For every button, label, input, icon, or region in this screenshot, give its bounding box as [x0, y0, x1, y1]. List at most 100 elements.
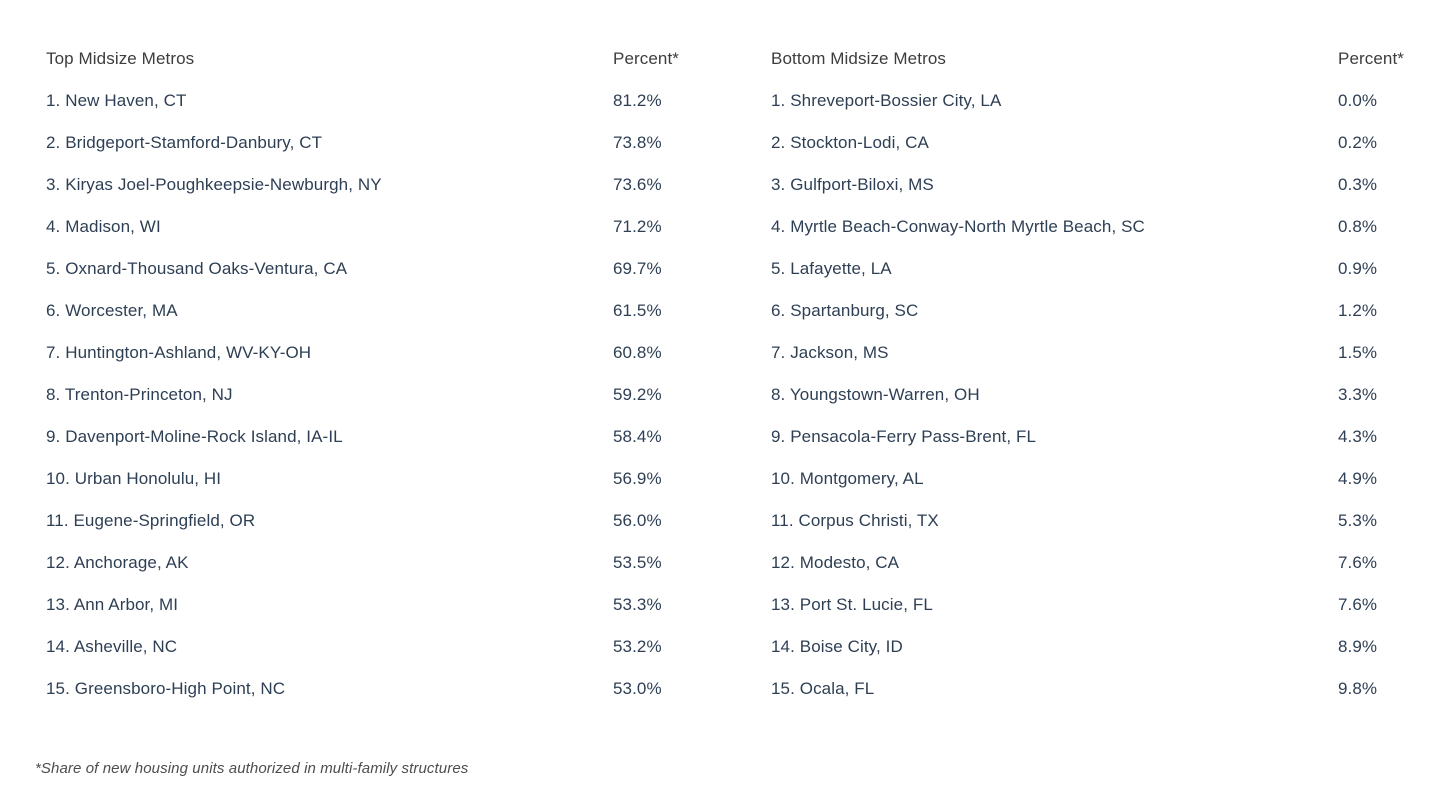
footnote: *Share of new housing units authorized i…	[35, 760, 469, 777]
metro-name: 13. Port St. Lucie, FL	[771, 595, 933, 614]
table-row: 5. Lafayette, LA 0.9%	[771, 248, 1419, 290]
metro-name: 9. Pensacola-Ferry Pass-Brent, FL	[771, 427, 1037, 446]
metro-name: 5. Lafayette, LA	[771, 259, 892, 278]
table-row: 4. Madison, WI 71.2%	[46, 206, 694, 248]
metro-name: 8. Youngstown-Warren, OH	[771, 385, 980, 404]
table-row: 14. Boise City, ID 8.9%	[771, 626, 1419, 668]
percent-value: 59.2%	[613, 385, 662, 404]
table-row: 6. Spartanburg, SC 1.2%	[771, 290, 1419, 332]
percent-value: 71.2%	[613, 217, 662, 236]
table-row: 9. Pensacola-Ferry Pass-Brent, FL 4.3%	[771, 416, 1419, 458]
percent-value: 56.9%	[613, 469, 662, 488]
metro-name: 10. Urban Honolulu, HI	[46, 469, 222, 488]
percent-value: 4.3%	[1338, 427, 1378, 446]
table-row: 15. Greensboro-High Point, NC 53.0%	[46, 668, 694, 710]
percent-value: 53.0%	[613, 679, 662, 698]
metro-name: 4. Madison, WI	[46, 217, 161, 236]
metro-name: 11. Corpus Christi, TX	[771, 511, 939, 530]
metro-name: 4. Myrtle Beach-Conway-North Myrtle Beac…	[771, 217, 1145, 236]
percent-value: 4.9%	[1338, 469, 1378, 488]
percent-value: 60.8%	[613, 343, 662, 362]
table-row: 3. Kiryas Joel-Poughkeepsie-Newburgh, NY…	[46, 164, 694, 206]
table-row: 2. Bridgeport-Stamford-Danbury, CT 73.8%	[46, 122, 694, 164]
metro-name: 15. Greensboro-High Point, NC	[46, 679, 286, 698]
metro-name: 6. Worcester, MA	[46, 301, 178, 320]
top-metros-body: 1. New Haven, CT 81.2% 2. Bridgeport-Stamf…	[46, 80, 694, 710]
percent-value: 53.2%	[613, 637, 662, 656]
percent-value: 8.9%	[1338, 637, 1378, 656]
table-row: 6. Worcester, MA 61.5%	[46, 290, 694, 332]
percent-value: 0.0%	[1338, 91, 1378, 110]
metro-name: 1. Shreveport-Bossier City, LA	[771, 91, 1002, 110]
percent-header: Percent*	[613, 49, 680, 68]
table-row: 4. Myrtle Beach-Conway-North Myrtle Beac…	[771, 206, 1419, 248]
metro-name: 6. Spartanburg, SC	[771, 301, 919, 320]
bottom-metros-table: Bottom Midsize Metros Percent* 1. Shreve…	[771, 38, 1419, 710]
top-metros-table: Top Midsize Metros Percent* 1. New Haven…	[46, 38, 694, 710]
bottom-metros-body: 1. Shreveport-Bossier City, LA 0.0% 2. Sto…	[771, 80, 1419, 710]
percent-value: 0.8%	[1338, 217, 1378, 236]
percent-value: 73.6%	[613, 175, 662, 194]
percent-value: 0.3%	[1338, 175, 1378, 194]
table-row: 9. Davenport-Moline-Rock Island, IA-IL 58…	[46, 416, 694, 458]
table-row: 8. Youngstown-Warren, OH 3.3%	[771, 374, 1419, 416]
bottom-metros-header: Bottom Midsize Metros	[771, 49, 946, 68]
metro-name: 3. Kiryas Joel-Poughkeepsie-Newburgh, NY	[46, 175, 382, 194]
table-row: 12. Modesto, CA 7.6%	[771, 542, 1419, 584]
table-row: 10. Montgomery, AL 4.9%	[771, 458, 1419, 500]
table-row: 2. Stockton-Lodi, CA 0.2%	[771, 122, 1419, 164]
table-row: 15. Ocala, FL 9.8%	[771, 668, 1419, 710]
percent-value: 73.8%	[613, 133, 662, 152]
metro-name: 11. Eugene-Springfield, OR	[46, 511, 256, 530]
metro-name: 14. Asheville, NC	[46, 637, 178, 656]
percent-value: 1.2%	[1338, 301, 1378, 320]
table-row: 11. Eugene-Springfield, OR 56.0%	[46, 500, 694, 542]
percent-value: 53.3%	[613, 595, 662, 614]
percent-value: 7.6%	[1338, 595, 1378, 614]
metro-name: 5. Oxnard-Thousand Oaks-Ventura, CA	[46, 259, 348, 278]
metro-name: 2. Bridgeport-Stamford-Danbury, CT	[46, 133, 323, 152]
percent-header: Percent*	[1338, 49, 1405, 68]
table-row: 3. Gulfport-Biloxi, MS 0.3%	[771, 164, 1419, 206]
metro-name: 12. Modesto, CA	[771, 553, 900, 572]
table-row: 10. Urban Honolulu, HI 56.9%	[46, 458, 694, 500]
percent-value: 56.0%	[613, 511, 662, 530]
table-row: 1. New Haven, CT 81.2%	[46, 80, 694, 122]
percent-value: 53.5%	[613, 553, 662, 572]
table-row: 7. Jackson, MS 1.5%	[771, 332, 1419, 374]
percent-value: 69.7%	[613, 259, 662, 278]
table-row: 13. Port St. Lucie, FL 7.6%	[771, 584, 1419, 626]
percent-value: 0.2%	[1338, 133, 1378, 152]
metro-name: 3. Gulfport-Biloxi, MS	[771, 175, 934, 194]
percent-value: 9.8%	[1338, 679, 1378, 698]
percent-value: 3.3%	[1338, 385, 1378, 404]
table-row: 13. Ann Arbor, MI 53.3%	[46, 584, 694, 626]
percent-value: 81.2%	[613, 91, 662, 110]
percent-value: 7.6%	[1338, 553, 1378, 572]
table-row: 11. Corpus Christi, TX 5.3%	[771, 500, 1419, 542]
percent-value: 1.5%	[1338, 343, 1378, 362]
table-row: 14. Asheville, NC 53.2%	[46, 626, 694, 668]
table-header-row: Bottom Midsize Metros Percent*	[771, 38, 1419, 80]
table-row: 12. Anchorage, AK 53.5%	[46, 542, 694, 584]
table-row: 7. Huntington-Ashland, WV-KY-OH 60.8%	[46, 332, 694, 374]
percent-value: 58.4%	[613, 427, 662, 446]
percent-value: 5.3%	[1338, 511, 1378, 530]
table-row: 1. Shreveport-Bossier City, LA 0.0%	[771, 80, 1419, 122]
percent-value: 61.5%	[613, 301, 662, 320]
metro-name: 14. Boise City, ID	[771, 637, 903, 656]
table-row: 8. Trenton-Princeton, NJ 59.2%	[46, 374, 694, 416]
metro-name: 8. Trenton-Princeton, NJ	[46, 385, 233, 404]
metro-name: 13. Ann Arbor, MI	[46, 595, 179, 614]
metro-name: 2. Stockton-Lodi, CA	[771, 133, 929, 152]
metro-name: 12. Anchorage, AK	[46, 553, 189, 572]
percent-value: 0.9%	[1338, 259, 1378, 278]
top-metros-header: Top Midsize Metros	[46, 49, 195, 68]
metro-name: 9. Davenport-Moline-Rock Island, IA-IL	[46, 427, 343, 446]
table-header-row: Top Midsize Metros Percent*	[46, 38, 694, 80]
metro-name: 10. Montgomery, AL	[771, 469, 924, 488]
metro-name: 7. Huntington-Ashland, WV-KY-OH	[46, 343, 312, 362]
metro-name: 7. Jackson, MS	[771, 343, 889, 362]
table-row: 5. Oxnard-Thousand Oaks-Ventura, CA 69.7%	[46, 248, 694, 290]
